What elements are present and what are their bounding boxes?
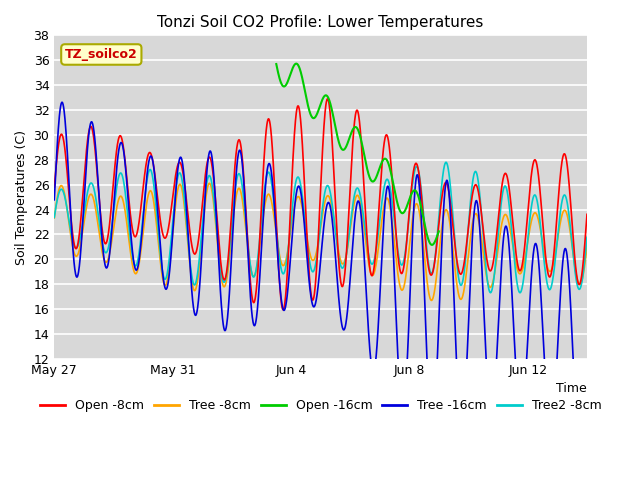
Open -16cm (421, 223, 429, 229)
Open -8cm (310, 296, 317, 301)
Open -16cm (435, 228, 443, 234)
Tree2 -8cm (568, 241, 576, 247)
Open -16cm (365, 174, 373, 180)
Tree -8cm (296, 195, 303, 201)
Open -16cm (425, 238, 433, 243)
Tree -16cm (51, 197, 58, 203)
Open -8cm (568, 216, 575, 222)
Tree -8cm (77, 236, 85, 242)
Text: TZ_soilco2: TZ_soilco2 (65, 48, 138, 61)
Line: Open -8cm: Open -8cm (54, 99, 587, 310)
Tree2 -8cm (295, 176, 303, 181)
Line: Open -16cm: Open -16cm (276, 64, 439, 245)
Open -8cm (51, 184, 58, 190)
Open -16cm (284, 80, 291, 85)
Tree -16cm (470, 211, 478, 216)
Tree -8cm (568, 241, 575, 247)
Tree -16cm (568, 322, 575, 327)
Open -8cm (470, 184, 478, 190)
Tree -16cm (78, 235, 86, 240)
Tree -16cm (577, 452, 584, 457)
Tree2 -8cm (583, 234, 591, 240)
Tree2 -8cm (568, 239, 575, 244)
Tree2 -8cm (77, 227, 85, 233)
Tree -8cm (568, 243, 576, 249)
Tree2 -8cm (51, 215, 58, 220)
Tree2 -8cm (516, 290, 524, 296)
Title: Tonzi Soil CO2 Profile: Lower Temperatures: Tonzi Soil CO2 Profile: Lower Temperatur… (157, 15, 484, 30)
Tree -8cm (51, 215, 58, 221)
Tree -16cm (58, 99, 66, 105)
Tree2 -8cm (442, 159, 450, 165)
Line: Tree -8cm: Tree -8cm (54, 183, 587, 300)
Open -16cm (310, 115, 317, 121)
Legend: Open -8cm, Tree -8cm, Open -16cm, Tree -16cm, Tree2 -8cm: Open -8cm, Tree -8cm, Open -16cm, Tree -… (35, 395, 607, 418)
Tree -16cm (568, 327, 575, 333)
Tree -16cm (310, 304, 317, 310)
Tree -8cm (583, 244, 591, 250)
Tree2 -8cm (470, 171, 478, 177)
X-axis label: Time: Time (556, 383, 587, 396)
Open -8cm (583, 211, 591, 217)
Tree -16cm (583, 361, 591, 367)
Open -16cm (369, 179, 376, 184)
Line: Tree -16cm: Tree -16cm (54, 102, 587, 455)
Open -16cm (428, 242, 436, 248)
Y-axis label: Soil Temperatures (C): Soil Temperatures (C) (15, 130, 28, 264)
Open -8cm (568, 220, 576, 226)
Tree2 -8cm (310, 269, 317, 275)
Tree -8cm (310, 257, 317, 263)
Tree -8cm (205, 180, 213, 186)
Open -16cm (273, 61, 280, 67)
Tree -16cm (296, 184, 303, 190)
Open -8cm (324, 96, 332, 102)
Open -8cm (280, 307, 287, 312)
Open -8cm (77, 209, 85, 215)
Line: Tree2 -8cm: Tree2 -8cm (54, 162, 587, 293)
Tree -8cm (428, 298, 435, 303)
Open -8cm (296, 108, 303, 113)
Open -16cm (292, 61, 300, 67)
Tree -8cm (470, 213, 478, 218)
